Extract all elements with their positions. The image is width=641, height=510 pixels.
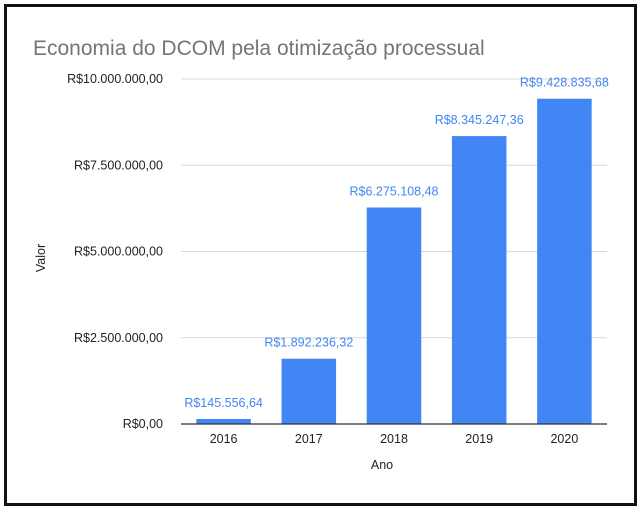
data-label: R$145.556,64 [184,396,263,410]
y-axis-label: Valor [34,244,48,272]
data-label: R$1.892.236,32 [264,336,353,350]
y-tick-label: R$2.500.000,00 [74,331,163,345]
data-labels: R$145.556,64 R$1.892.236,32 R$6.275.108,48… [184,76,609,410]
bar [196,418,251,424]
bar-chart: Economia do DCOM pela otimização process… [33,37,609,472]
bar [281,358,337,424]
data-label: R$8.345.247,36 [435,113,524,127]
x-axis-ticks: 2016 2017 2018 2019 2020 [210,432,579,446]
bars [196,98,592,424]
y-tick-label: R$7.500.000,00 [74,158,163,172]
x-tick-label: 2017 [295,432,323,446]
chart-frame: Economia do DCOM pela otimização process… [4,4,637,506]
bar [537,98,592,424]
y-tick-label: R$5.000.000,00 [74,245,163,259]
data-label: R$9.428.835,68 [520,76,609,90]
bar [366,207,422,424]
x-tick-label: 2018 [380,432,408,446]
y-tick-label: R$10.000.000,00 [67,72,163,86]
x-tick-label: 2020 [550,432,578,446]
x-axis-label: Ano [371,458,393,472]
x-tick-label: 2016 [210,432,238,446]
chart-title: Economia do DCOM pela otimização process… [33,37,485,60]
data-label: R$6.275.108,48 [350,185,439,199]
y-tick-label: R$0,00 [123,417,163,431]
bar [451,136,507,424]
y-axis-ticks: R$0,00 R$2.500.000,00 R$5.000.000,00 R$7.50… [67,72,163,431]
x-tick-label: 2019 [465,432,493,446]
